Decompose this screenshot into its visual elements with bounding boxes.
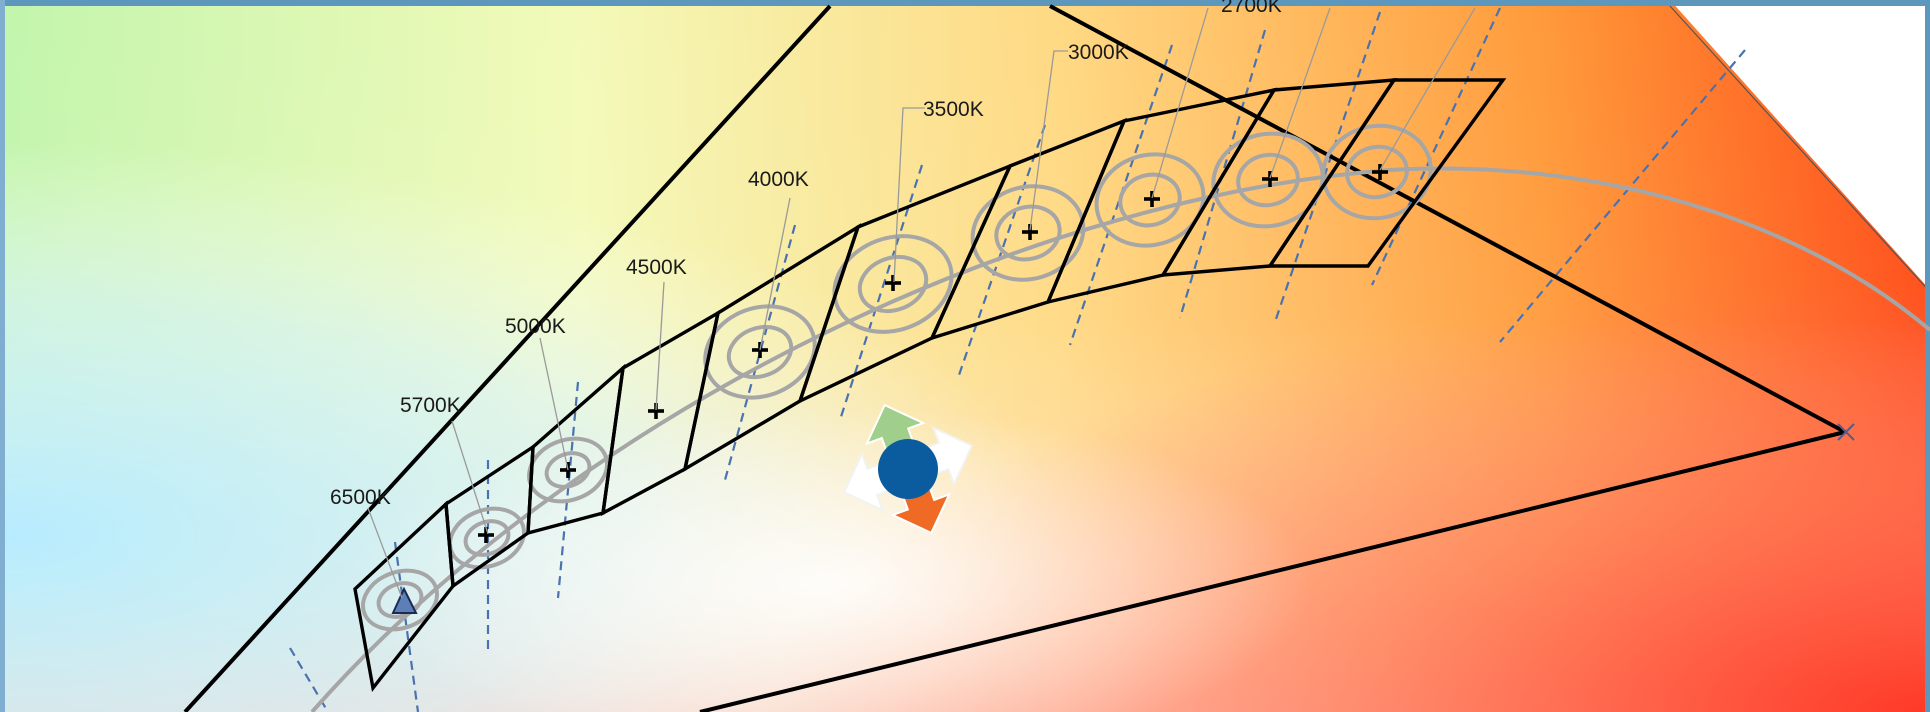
cct-label-3000k: 3000K: [1068, 41, 1129, 64]
spectral-locus-edge: [1669, 5, 1930, 293]
cross-marker: [1144, 191, 1160, 207]
cct-label-3500k: 3500K: [923, 98, 984, 121]
ansi-quadrangles: [353, 78, 1507, 693]
cross-marker: [885, 275, 901, 291]
cct-label-5700k: 5700K: [400, 394, 461, 417]
top-border-strip: [0, 0, 1930, 6]
gamut-edge-line: [1049, 4, 1846, 434]
cct-label-4000k: 4000K: [748, 168, 809, 191]
isotemp-line: [393, 541, 420, 712]
right-border-strip: [1925, 0, 1930, 712]
cct-label-2700k: 2700K: [1221, 0, 1282, 17]
cct-label-6500k: 6500K: [330, 486, 391, 509]
target-dot-icon[interactable]: [878, 439, 938, 499]
isotemp-line: [1371, 7, 1501, 286]
reference-triangle-icon: [391, 586, 418, 614]
cross-marker: [1372, 164, 1388, 180]
red-primary-marker: [1837, 423, 1855, 441]
cct-labels: 6500K 5700K 5000K 4500K 4000K 3500K 3000…: [330, 0, 1282, 509]
left-border-strip: [0, 0, 5, 712]
planckian-locus: [310, 166, 1930, 712]
quadrangle-2700k-c: [1266, 78, 1507, 268]
adjust-controls: [842, 403, 974, 535]
macadam-ellipses: [361, 123, 1433, 632]
isotemp-line: [1273, 11, 1382, 323]
label-leader-lines: [367, 7, 1476, 599]
isotemp-line: [1499, 49, 1746, 343]
cct-label-4500k: 4500K: [626, 256, 687, 279]
gamut-boundary: [183, 4, 1846, 712]
gamut-edge-line: [183, 4, 832, 712]
gamut-edge-line: [699, 430, 1846, 712]
isotemp-line: [556, 381, 580, 599]
cct-label-5000k: 5000K: [505, 315, 566, 338]
cross-marker: [1262, 171, 1278, 187]
